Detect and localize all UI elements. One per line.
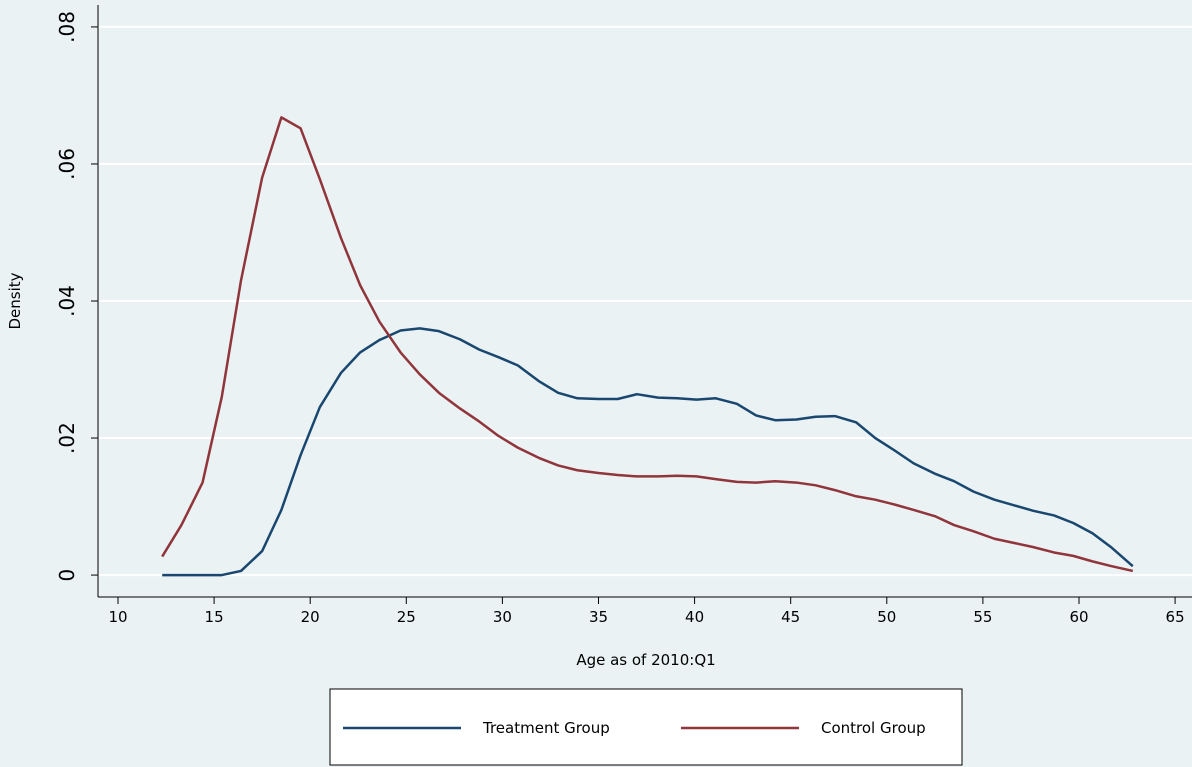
x-tick-label: 55 xyxy=(973,608,992,626)
x-tick-label: 35 xyxy=(589,608,608,626)
y-tick-label: .02 xyxy=(55,422,79,454)
x-tick-label: 65 xyxy=(1166,608,1185,626)
x-tick-label: 20 xyxy=(301,608,320,626)
legend: Treatment Group Control Group xyxy=(329,688,963,766)
legend-label: Control Group xyxy=(821,719,926,737)
x-axis-title: Age as of 2010:Q1 xyxy=(576,651,715,669)
series-line xyxy=(162,327,1134,577)
x-tick-label: 25 xyxy=(397,608,416,626)
x-tick-label: 30 xyxy=(493,608,512,626)
legend-label: Treatment Group xyxy=(482,719,610,737)
x-tick-label: 40 xyxy=(685,608,704,626)
y-tick-label: .06 xyxy=(55,148,79,180)
y-tick-label: 0 xyxy=(55,569,79,582)
x-tick-label: 60 xyxy=(1069,608,1088,626)
x-tick-label: 45 xyxy=(781,608,800,626)
series-line xyxy=(161,116,1134,573)
x-tick-label: 10 xyxy=(108,608,127,626)
x-tick-label: 15 xyxy=(205,608,224,626)
x-tick-label: 50 xyxy=(877,608,896,626)
y-tick-label: .08 xyxy=(55,11,79,43)
y-tick-label: .04 xyxy=(55,285,79,317)
y-axis-title: Density xyxy=(6,272,24,329)
